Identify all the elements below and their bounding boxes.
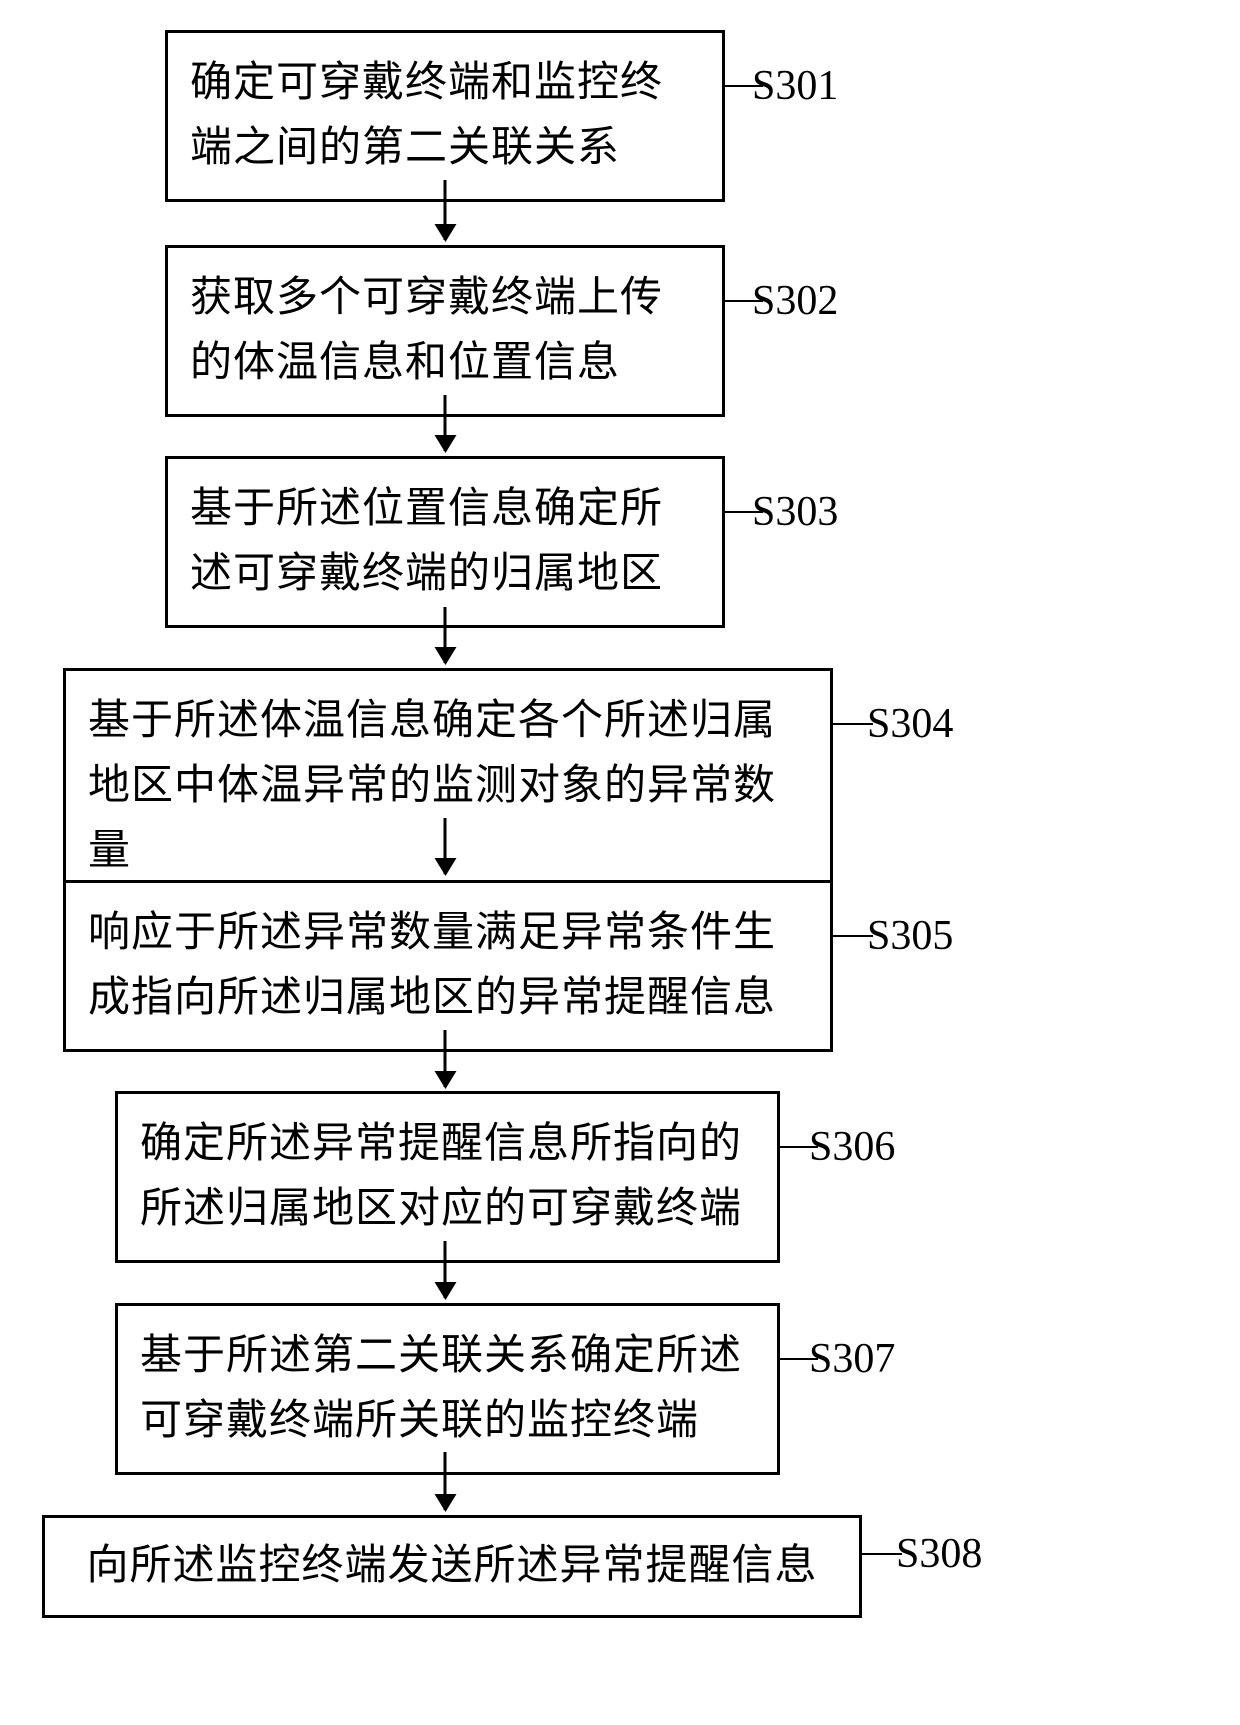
flowchart-connector-s306 xyxy=(780,1146,818,1148)
flowchart-step-box-s307: 基于所述第二关联关系确定所述可穿戴终端所关联的监控终端 xyxy=(115,1303,780,1475)
flowchart-step-box-s306: 确定所述异常提醒信息所指向的所述归属地区对应的可穿戴终端 xyxy=(115,1091,780,1263)
flowchart-step-label-s304: S304 xyxy=(867,700,953,748)
flowchart-step-box-s303: 基于所述位置信息确定所述可穿戴终端的归属地区 xyxy=(165,456,725,628)
flowchart-arrow-6 xyxy=(444,1241,447,1298)
flowchart-connector-s307 xyxy=(780,1358,818,1360)
flowchart-step-label-s303: S303 xyxy=(752,488,838,536)
flowchart-container: 确定可穿戴终端和监控终端之间的第二关联关系 S301 获取多个可穿戴终端上传的体温信… xyxy=(0,0,1240,1725)
flowchart-arrow-1 xyxy=(444,180,447,240)
flowchart-step-box-s301: 确定可穿戴终端和监控终端之间的第二关联关系 xyxy=(165,30,725,202)
flowchart-step-label-s307: S307 xyxy=(809,1335,895,1383)
flowchart-step-box-s302: 获取多个可穿戴终端上传的体温信息和位置信息 xyxy=(165,245,725,417)
flowchart-arrow-3 xyxy=(444,607,447,663)
flowchart-connector-s308 xyxy=(862,1553,902,1555)
flowchart-arrow-7 xyxy=(444,1452,447,1510)
flowchart-step-label-s302: S302 xyxy=(752,277,838,325)
flowchart-connector-s305 xyxy=(833,935,873,937)
flowchart-arrow-5 xyxy=(444,1030,447,1087)
flowchart-step-label-s308: S308 xyxy=(896,1530,982,1578)
flowchart-connector-s304 xyxy=(833,723,873,725)
flowchart-arrow-2 xyxy=(444,395,447,451)
flowchart-step-box-s308: 向所述监控终端发送所述异常提醒信息 xyxy=(42,1515,862,1618)
flowchart-step-box-s305: 响应于所述异常数量满足异常条件生成指向所述归属地区的异常提醒信息 xyxy=(63,880,833,1052)
flowchart-step-label-s306: S306 xyxy=(809,1123,895,1171)
flowchart-arrow-4 xyxy=(444,818,447,874)
flowchart-step-label-s305: S305 xyxy=(867,912,953,960)
flowchart-connector-s303 xyxy=(725,511,763,513)
flowchart-connector-s301 xyxy=(725,85,763,87)
flowchart-step-label-s301: S301 xyxy=(752,62,838,110)
flowchart-connector-s302 xyxy=(725,300,763,302)
